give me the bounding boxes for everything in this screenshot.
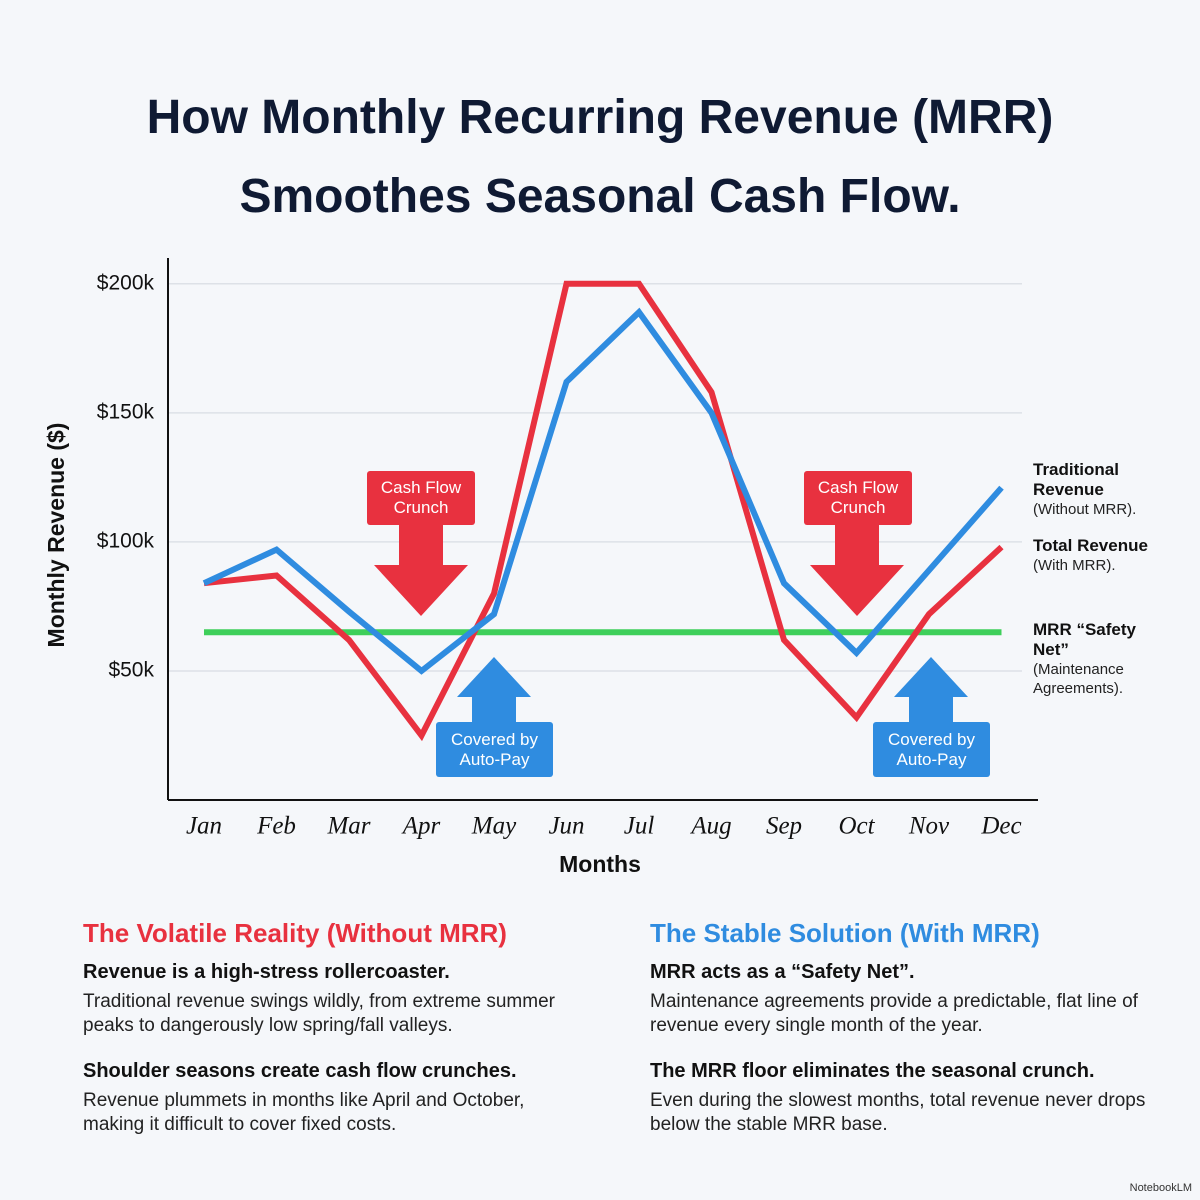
x-tick-label: May — [471, 813, 517, 840]
x-tick-label: Sep — [766, 813, 802, 840]
panel-point: MRR acts as a “Safety Net”. Maintenance a… — [650, 961, 1150, 1038]
x-tick-label: Jun — [548, 813, 584, 840]
point-title: The MRR floor eliminates the seasonal cr… — [650, 1060, 1095, 1082]
legend-detail: (Without MRR). — [1033, 501, 1137, 518]
point-body: Maintenance agreements provide a predict… — [650, 991, 1138, 1036]
y-tick-label: $100k — [97, 529, 155, 552]
x-axis-label: Months — [559, 851, 641, 877]
legend-detail: (With MRR). — [1033, 557, 1116, 574]
point-title: Revenue is a high-stress rollercoaster. — [83, 961, 450, 983]
panel-point: Revenue is a high-stress rollercoaster. T… — [83, 961, 583, 1038]
legend-name: Total Revenue — [1033, 536, 1148, 555]
line-series — [202, 307, 1004, 675]
panel-heading: The Stable Solution (With MRR) — [650, 918, 1040, 948]
y-axis-label: Monthly Revenue ($) — [43, 423, 69, 648]
legend-name: Traditional Revenue — [1033, 460, 1119, 499]
point-body: Traditional revenue swings wildly, from … — [83, 991, 555, 1036]
x-tick-label: Feb — [256, 813, 296, 840]
page-title: How Monthly Recurring Revenue (MRR) Smoo… — [146, 91, 1054, 224]
legend-entry: Total Revenue (With MRR). — [1033, 536, 1163, 575]
annotation: Cash Flow Crunch — [367, 471, 475, 525]
x-tick-label: Jan — [186, 813, 222, 840]
point-title: MRR acts as a “Safety Net”. — [650, 961, 915, 983]
watermark: NotebookLM — [1129, 1182, 1192, 1194]
x-tick-label: Jul — [624, 813, 655, 840]
x-tick-label: Apr — [401, 813, 441, 840]
annotation-arrow — [457, 657, 531, 722]
y-tick-label: $200k — [97, 271, 155, 294]
x-tick-label: Mar — [326, 813, 370, 840]
x-tick-label: Aug — [689, 813, 731, 840]
x-tick-label: Dec — [980, 813, 1021, 840]
annotation-arrow — [374, 525, 468, 616]
panel-point: Shoulder seasons create cash flow crunch… — [83, 1060, 583, 1137]
text-panel: The Stable Solution (With MRR) MRR acts a… — [650, 918, 1150, 1137]
legend-name: MRR “Safety Net” — [1033, 620, 1136, 659]
point-body: Revenue plummets in months like April an… — [83, 1090, 525, 1135]
annotation: Covered by Auto-Pay — [436, 722, 553, 777]
annotation: Cash Flow Crunch — [804, 471, 912, 525]
y-tick-label: $150k — [97, 400, 155, 423]
legend-detail: (Maintenance Agreements). — [1033, 661, 1124, 697]
panel-heading: The Volatile Reality (Without MRR) — [83, 918, 507, 948]
annotation: Covered by Auto-Pay — [873, 722, 990, 777]
x-tick-label: Oct — [838, 813, 875, 840]
legend-entry: Traditional Revenue (Without MRR). — [1033, 460, 1163, 519]
panel-point: The MRR floor eliminates the seasonal cr… — [650, 1060, 1150, 1137]
line-series — [203, 280, 1004, 742]
annotation-arrow — [894, 657, 968, 722]
annotation-arrow — [810, 525, 904, 616]
x-tick-label: Nov — [908, 813, 950, 840]
legend-entry: MRR “Safety Net” (Maintenance Agreements)… — [1033, 620, 1163, 698]
point-body: Even during the slowest months, total re… — [650, 1090, 1146, 1135]
y-tick-label: $50k — [108, 658, 154, 681]
text-panel: The Volatile Reality (Without MRR) Revenu… — [83, 918, 583, 1137]
point-title: Shoulder seasons create cash flow crunch… — [83, 1060, 517, 1082]
